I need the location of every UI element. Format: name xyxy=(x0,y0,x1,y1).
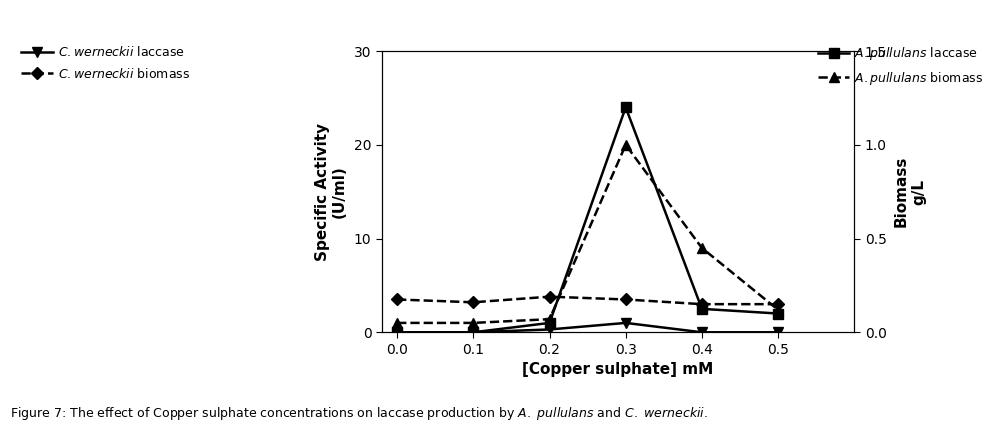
Y-axis label: Biomass
g/L: Biomass g/L xyxy=(893,156,926,227)
Text: Figure 7: The effect of Copper sulphate concentrations on laccase production by : Figure 7: The effect of Copper sulphate … xyxy=(10,405,709,422)
X-axis label: [Copper sulphate] mM: [Copper sulphate] mM xyxy=(523,362,714,377)
Legend: $\it{C. werneckii}$ laccase, $\it{C. werneckii}$ biomass: $\it{C. werneckii}$ laccase, $\it{C. wer… xyxy=(16,40,195,86)
Legend: $\it{A. pullulans}$ laccase, $\it{A.pullulans}$ biomass: $\it{A. pullulans}$ laccase, $\it{A.pull… xyxy=(813,40,989,92)
Y-axis label: Specific Activity
(U/ml): Specific Activity (U/ml) xyxy=(315,123,347,261)
